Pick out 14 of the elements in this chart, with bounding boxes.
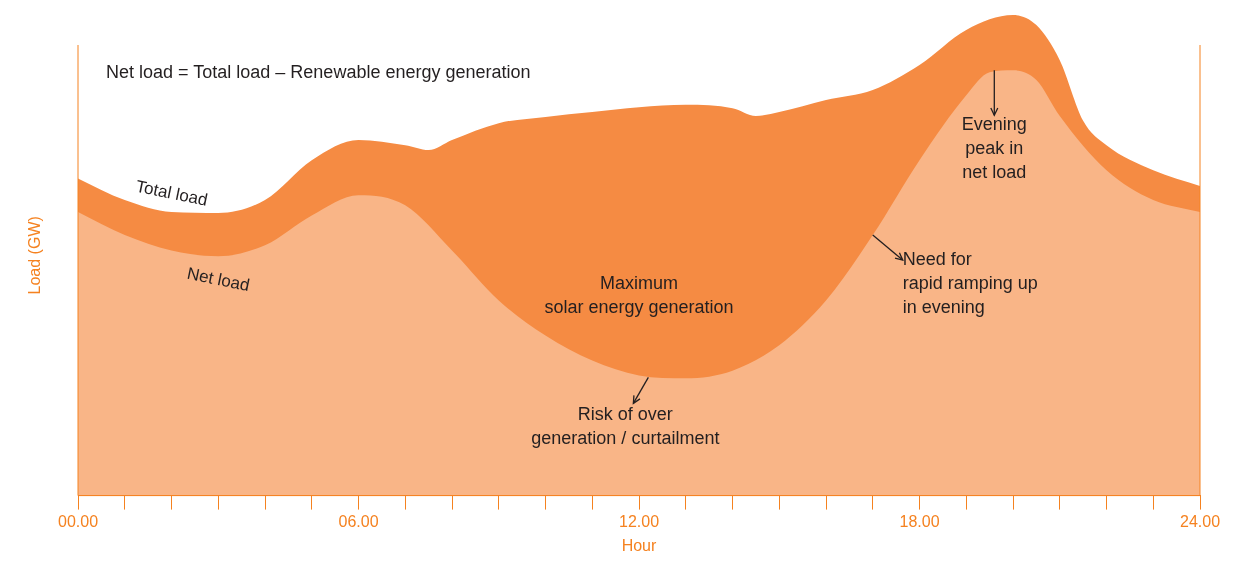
annotation: Maximum solar energy generation <box>544 273 734 318</box>
annotation: Risk of over generation / curtailment <box>531 404 720 449</box>
annotation: Net load = Total load – Renewable energy generation <box>106 61 531 82</box>
annotation: Evening peak in net load <box>961 114 1027 183</box>
text: Total load <box>134 176 210 210</box>
x-tick-label: 06.00 <box>338 512 379 530</box>
x-tick-label: 00.00 <box>57 512 99 530</box>
series-label: Net load <box>185 263 252 296</box>
annotation: Need for rapid ramping up in evening <box>902 249 1038 318</box>
x-tick-label: 18.00 <box>899 512 940 530</box>
x-axis-title: Hour <box>621 536 658 554</box>
x-tick-label: 12.00 <box>618 512 660 530</box>
x-tick-label: 24.00 <box>1179 512 1221 530</box>
y-axis-title: Load (GW) <box>26 216 44 295</box>
